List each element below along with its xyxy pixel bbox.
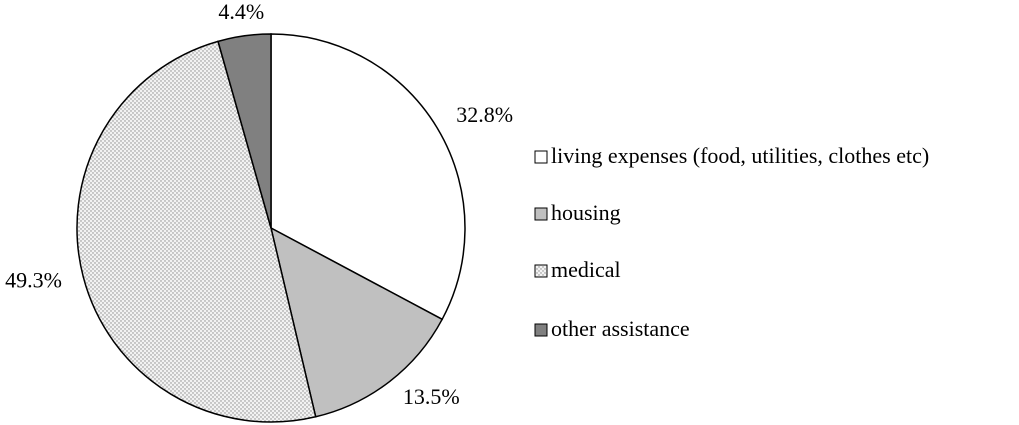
legend-label: living expenses (food, utilities, clothe…	[551, 143, 929, 168]
data-label: 49.3%	[5, 267, 62, 292]
data-label: 13.5%	[403, 384, 460, 409]
legend-label: medical	[551, 257, 621, 282]
pie-slice	[270, 33, 466, 321]
legend-swatch	[534, 264, 548, 278]
legend-swatch	[534, 323, 548, 337]
legend-label: other assistance	[551, 316, 690, 341]
pie-slice	[217, 33, 272, 229]
pie-slice	[269, 226, 444, 418]
legend-swatch	[534, 207, 548, 221]
data-label: 4.4%	[218, 0, 264, 24]
legend-swatch	[534, 150, 548, 164]
pie-slice	[76, 40, 317, 423]
data-label: 32.8%	[456, 102, 513, 127]
legend-label: housing	[551, 200, 621, 225]
